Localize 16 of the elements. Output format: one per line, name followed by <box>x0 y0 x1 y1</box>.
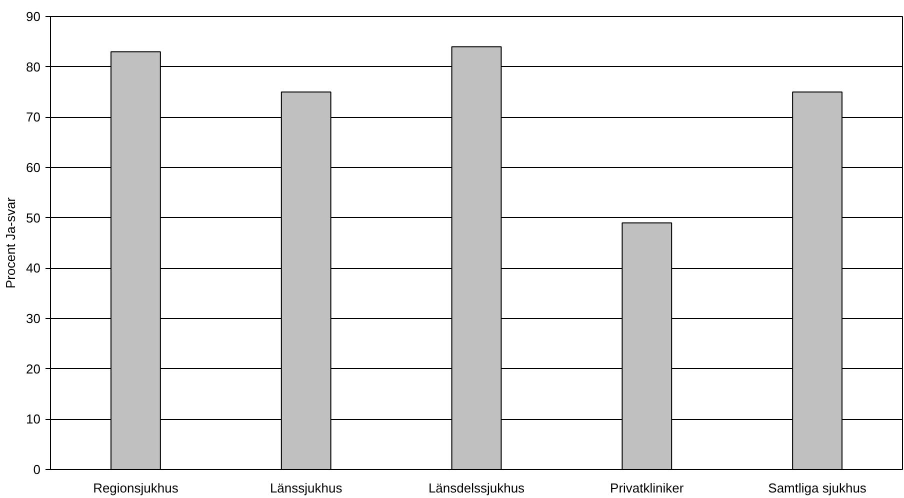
y-tick-label: 90 <box>26 9 41 24</box>
x-tick-label: Länssjukhus <box>270 480 343 496</box>
x-tick-label: Regionsjukhus <box>93 480 179 496</box>
x-tick-label: Samtliga sjukhus <box>768 480 867 496</box>
y-tick-label: 50 <box>26 210 41 226</box>
y-tick-label: 60 <box>26 160 41 175</box>
y-tick-label: 40 <box>26 260 41 276</box>
y-axis-title: Procent Ja-svar <box>3 196 18 289</box>
y-tick-label: 0 <box>33 462 41 477</box>
x-tick-label: Länsdelssjukhus <box>428 480 526 496</box>
y-tick-label: 80 <box>26 59 41 74</box>
y-tick-label: 10 <box>26 412 41 427</box>
x-tick-label: Privatkliniker <box>610 480 684 496</box>
y-tick-label: 70 <box>26 110 41 125</box>
y-tick-label: 20 <box>26 361 41 376</box>
y-tick-label: 30 <box>26 311 41 326</box>
